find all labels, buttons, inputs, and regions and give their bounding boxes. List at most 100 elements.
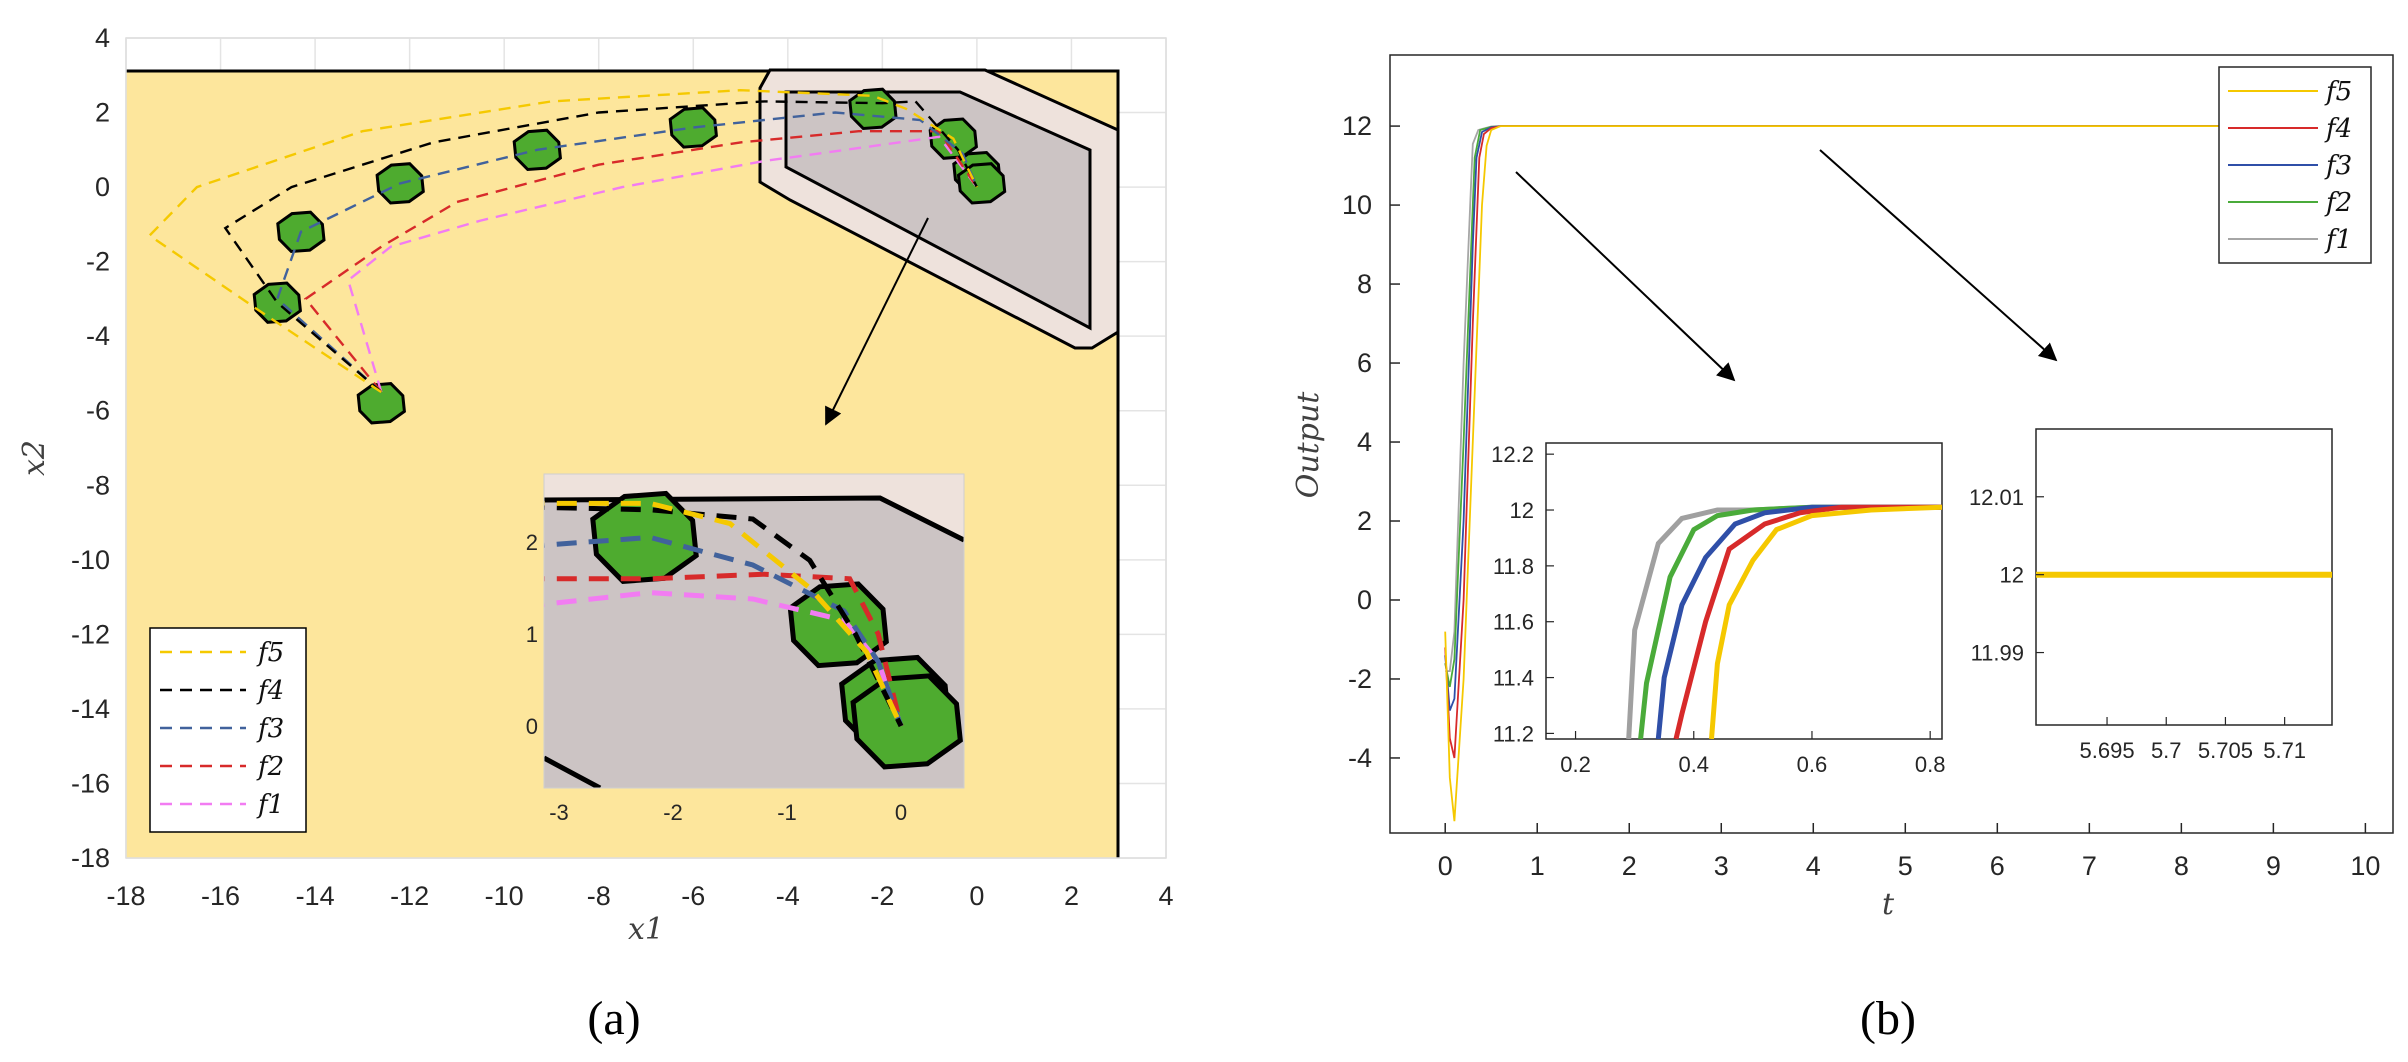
inset-b-left-y-tick: 12.2 xyxy=(1491,442,1534,467)
x-tick-label: -2 xyxy=(870,881,894,911)
obstacle-inner-region xyxy=(784,90,1092,331)
x-tick-label: 2 xyxy=(1622,851,1637,881)
y-tick-label: -14 xyxy=(71,694,110,724)
y-tick-label: 2 xyxy=(95,98,110,128)
y-tick-label: -8 xyxy=(86,470,110,500)
x-tick-label: -6 xyxy=(681,881,705,911)
x-tick-label: -10 xyxy=(485,881,524,911)
robot-marker xyxy=(956,162,1007,205)
x-tick-label: 6 xyxy=(1990,851,2005,881)
inset-a-y-tick: 2 xyxy=(526,530,538,555)
robot-marker xyxy=(848,87,898,131)
legend-b-label-f1: f1 xyxy=(2324,225,2352,255)
panel-b-x-label: t xyxy=(1882,887,1895,922)
inset-b-right-y-tick: 12 xyxy=(2000,563,2024,588)
inset-b-left-frame xyxy=(1545,442,1943,740)
inset-b-left-x-tick: 0.4 xyxy=(1678,752,1709,777)
x-tick-label: 5 xyxy=(1898,851,1913,881)
robot-marker xyxy=(668,106,718,149)
panel-b-legend: f5 f4 f3 f2 f1 xyxy=(2218,66,2372,264)
trajectory-f4 xyxy=(223,100,978,394)
panel-a-trajectories xyxy=(147,88,979,394)
zoom-arrow-b-right xyxy=(1819,149,2058,362)
panel-a-zoom-inset: -3 -2 -1 0 2 1 0 xyxy=(526,473,965,825)
x-tick-label: -4 xyxy=(776,881,800,911)
legend-a-label-f3: f3 xyxy=(256,714,284,744)
y-tick-label: 8 xyxy=(1357,269,1372,299)
inset-b-left-curve-f4 xyxy=(1673,504,1942,739)
caption-a: (a) xyxy=(587,992,640,1045)
legend-b-label-f3: f3 xyxy=(2324,151,2352,181)
zoom-arrow-b-left xyxy=(1515,171,1736,382)
panel-b-inset-steady: 5.695 5.7 5.705 5.71 12.01 12 11.99 xyxy=(1969,428,2333,763)
inset-robot-marker xyxy=(590,490,699,584)
output-curve-f5 xyxy=(1444,125,2366,822)
y-tick-label: -4 xyxy=(86,321,110,351)
inset-b-left-y-tick: 11.4 xyxy=(1493,666,1534,691)
x-tick-label: -12 xyxy=(390,881,429,911)
x-tick-label: 1 xyxy=(1530,851,1545,881)
inset-a-x-tick: -1 xyxy=(777,800,797,825)
x-tick-label: 9 xyxy=(2266,851,2281,881)
inset-a-x-tick: -3 xyxy=(549,800,569,825)
legend-a-label-f5: f5 xyxy=(256,638,284,668)
inset-b-left-y-tick: 11.6 xyxy=(1493,610,1534,635)
y-tick-label: 12 xyxy=(1342,111,1372,141)
panel-a-map-plot: -18 -16 -14 -12 -10 -8 -6 -4 -2 0 2 4 420-2-4-6-8-1… xyxy=(17,23,1174,947)
inset-robot-marker xyxy=(850,673,963,770)
x-tick-label: -18 xyxy=(106,881,145,911)
inset-b-left-curves xyxy=(1626,504,1942,739)
y-tick-label: 4 xyxy=(95,23,110,53)
panel-b-y-label: Output xyxy=(1291,391,1326,498)
inset-trajectory-f3 xyxy=(544,534,904,727)
y-tick-label: 2 xyxy=(1357,506,1372,536)
y-tick-label: -2 xyxy=(1348,664,1372,694)
inset-b-right-x-tick: 5.7 xyxy=(2151,738,2182,763)
panel-a-legend: f5 f4 f3 f2 f1 xyxy=(149,627,307,833)
legend-a-label-f1: f1 xyxy=(256,790,284,820)
x-tick-label: 0 xyxy=(1438,851,1453,881)
y-tick-label: 0 xyxy=(1357,585,1372,615)
panel-a-frame xyxy=(125,37,1167,859)
inset-b-left-y-tick: 12 xyxy=(1510,498,1534,523)
panel-a-legend-box xyxy=(149,627,307,833)
zoom-arrow-a xyxy=(825,217,929,426)
legend-b-label-f2: f2 xyxy=(2324,188,2352,218)
x-tick-label: 4 xyxy=(1158,881,1173,911)
panel-a-y-label: x2 xyxy=(17,440,52,476)
y-tick-label: -18 xyxy=(71,843,110,873)
inset-b-left-x-tick: 0.6 xyxy=(1797,752,1828,777)
inset-a-frame xyxy=(543,473,965,789)
inset-b-left-x-tick: 0.8 xyxy=(1915,752,1946,777)
inset-b-right-y-tick: 12.01 xyxy=(1969,485,2024,510)
y-tick-label: -4 xyxy=(1348,743,1372,773)
y-tick-label: -6 xyxy=(86,396,110,426)
y-tick-label: 10 xyxy=(1342,190,1372,220)
inset-a-y-tick: 0 xyxy=(526,714,538,739)
x-tick-label: 8 xyxy=(2174,851,2189,881)
inset-a-obstacle-shell xyxy=(544,474,964,540)
x-tick-label: 7 xyxy=(2082,851,2097,881)
inset-b-left-y-tick: 11.8 xyxy=(1493,554,1534,579)
environment-boundary xyxy=(126,69,1120,858)
robot-marker xyxy=(252,281,302,324)
legend-a-label-f2: f2 xyxy=(256,752,284,782)
trajectory-f2 xyxy=(303,129,978,393)
y-tick-label: -10 xyxy=(71,545,110,575)
panel-a-x-ticks: -18 -16 -14 -12 -10 -8 -6 -4 -2 0 2 4 xyxy=(106,881,1173,911)
x-tick-label: 10 xyxy=(2350,851,2380,881)
panel-a-y-ticks: 4 2 0 -2 -4 -6 -8 -10 -12 -14 -16 -18 xyxy=(71,23,110,873)
x-tick-label: -8 xyxy=(587,881,611,911)
inset-b-left-curve-f5 xyxy=(1709,504,1942,739)
trajectory-f1 xyxy=(346,135,978,393)
panel-b-x-ticks: 0 1 2 3 4 5 6 7 8 9 10 xyxy=(1438,823,2380,881)
y-tick-label: -2 xyxy=(86,247,110,277)
robot-marker xyxy=(356,382,406,425)
inset-b-right-ticks: 5.695 5.7 5.705 5.71 12.01 12 11.99 xyxy=(1969,485,2306,763)
panel-a-x-label: x1 xyxy=(628,912,664,947)
inset-b-right-y-tick: 11.99 xyxy=(1971,641,2024,666)
inset-b-left-y-tick: 11.2 xyxy=(1493,721,1534,746)
inset-b-left-curve-f3 xyxy=(1655,504,1942,739)
y-tick-label: -12 xyxy=(71,619,110,649)
